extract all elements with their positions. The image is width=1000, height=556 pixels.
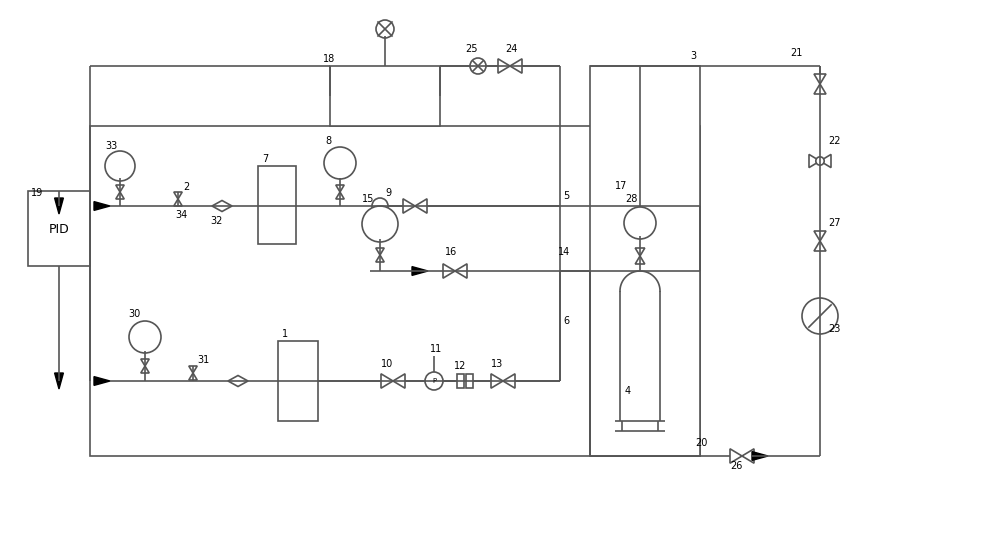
Polygon shape: [403, 199, 427, 213]
Polygon shape: [94, 202, 110, 210]
Bar: [466, 374, 473, 388]
Text: 33: 33: [105, 141, 117, 151]
Text: 34: 34: [175, 210, 187, 220]
Polygon shape: [228, 375, 248, 386]
Bar: [90, 126, 700, 456]
Polygon shape: [189, 366, 197, 380]
Polygon shape: [498, 59, 522, 73]
Text: PID: PID: [49, 222, 69, 236]
Text: 3: 3: [690, 51, 696, 61]
Bar: [330, 66, 440, 126]
Polygon shape: [412, 266, 428, 275]
Text: 31: 31: [197, 355, 209, 365]
Text: 9: 9: [385, 188, 391, 198]
Circle shape: [624, 207, 656, 239]
Text: 13: 13: [491, 359, 503, 369]
Circle shape: [802, 298, 838, 334]
Text: 26: 26: [730, 461, 742, 471]
Bar: [258, 166, 296, 244]
Text: 18: 18: [323, 54, 335, 64]
Polygon shape: [212, 201, 232, 211]
Text: 23: 23: [828, 324, 840, 334]
Text: 22: 22: [828, 136, 840, 146]
Text: P: P: [432, 378, 436, 384]
Polygon shape: [814, 231, 826, 251]
Text: 12: 12: [454, 361, 466, 371]
Text: 17: 17: [615, 181, 627, 191]
Circle shape: [105, 151, 135, 181]
Circle shape: [372, 198, 388, 214]
Text: 15: 15: [362, 194, 374, 204]
Text: 5: 5: [563, 191, 569, 201]
Polygon shape: [55, 198, 63, 214]
Text: 27: 27: [828, 218, 840, 228]
Circle shape: [816, 157, 824, 165]
Polygon shape: [376, 248, 384, 262]
Polygon shape: [814, 74, 826, 94]
Polygon shape: [94, 376, 110, 385]
Polygon shape: [141, 359, 149, 373]
Circle shape: [376, 20, 394, 38]
Polygon shape: [116, 185, 124, 199]
Text: 10: 10: [381, 359, 393, 369]
Text: 7: 7: [262, 154, 268, 164]
Polygon shape: [730, 449, 754, 463]
Polygon shape: [491, 374, 515, 388]
Text: 24: 24: [505, 44, 517, 54]
Bar: [278, 341, 318, 421]
Text: 4: 4: [625, 386, 631, 396]
Circle shape: [362, 206, 398, 242]
Text: 1: 1: [282, 329, 288, 339]
Polygon shape: [381, 374, 405, 388]
Text: 20: 20: [695, 438, 707, 448]
Circle shape: [324, 147, 356, 179]
Polygon shape: [752, 451, 768, 460]
Bar: [28, 191, 90, 266]
Circle shape: [470, 58, 486, 74]
Text: 30: 30: [128, 309, 140, 319]
Text: 16: 16: [445, 247, 457, 257]
Polygon shape: [55, 373, 63, 389]
Polygon shape: [809, 155, 831, 167]
Text: 28: 28: [625, 194, 637, 204]
Polygon shape: [174, 192, 182, 206]
Polygon shape: [635, 248, 645, 264]
Circle shape: [129, 321, 161, 353]
Text: 19: 19: [31, 188, 43, 198]
Text: 6: 6: [563, 316, 569, 326]
Bar: [457, 374, 464, 388]
Polygon shape: [443, 264, 467, 278]
Text: 14: 14: [558, 247, 570, 257]
Text: 21: 21: [790, 48, 802, 58]
Polygon shape: [336, 185, 344, 199]
Bar: [590, 66, 700, 456]
Text: 32: 32: [210, 216, 222, 226]
Circle shape: [425, 372, 443, 390]
Text: 25: 25: [465, 44, 478, 54]
Text: 8: 8: [325, 136, 331, 146]
Text: 11: 11: [430, 344, 442, 354]
Text: 2: 2: [183, 182, 189, 192]
